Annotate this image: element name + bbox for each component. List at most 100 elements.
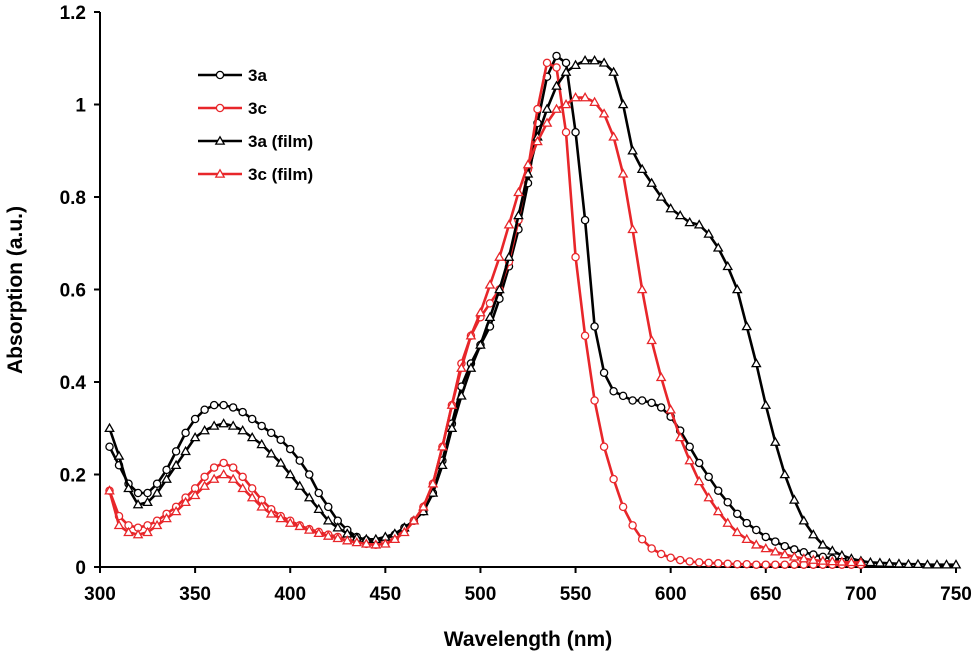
data-point — [647, 544, 656, 553]
data-point — [218, 468, 229, 479]
data-point — [713, 486, 723, 495]
x-ticks: 300 350 400 450 500 550 600 650 700 750 — [84, 567, 972, 605]
data-point — [617, 98, 629, 109]
data-point — [399, 526, 410, 537]
data-point — [313, 503, 325, 513]
data-point — [827, 555, 838, 566]
data-point — [618, 502, 628, 512]
data-point — [257, 421, 266, 431]
data-point — [779, 549, 791, 559]
data-point — [722, 517, 734, 527]
data-point — [219, 400, 228, 410]
data-point — [779, 468, 791, 479]
data-point — [123, 526, 134, 537]
data-point — [200, 405, 209, 414]
data-point — [627, 145, 638, 155]
data-point — [694, 458, 704, 468]
data-point — [275, 457, 287, 467]
data-point — [609, 474, 618, 484]
series-3c — [105, 58, 866, 569]
data-point — [855, 556, 867, 567]
data-point — [143, 488, 152, 498]
x-tick-label: 350 — [179, 584, 211, 605]
data-point — [208, 473, 220, 483]
data-point — [769, 546, 781, 556]
data-point — [151, 487, 163, 497]
data-point — [731, 526, 743, 537]
data-point — [817, 555, 829, 565]
data-point — [742, 559, 752, 569]
data-point — [579, 92, 591, 102]
data-point — [541, 103, 553, 113]
x-tick-label: 600 — [655, 584, 687, 605]
legend-item-3c: 3c — [198, 99, 267, 118]
x-tick-label: 300 — [84, 584, 116, 605]
data-point — [874, 557, 886, 567]
legend-marker — [215, 103, 225, 113]
data-point — [171, 447, 181, 456]
data-point — [694, 558, 704, 567]
x-tick-label: 700 — [845, 584, 877, 605]
data-point — [941, 559, 952, 569]
data-point — [760, 399, 772, 409]
data-point — [752, 560, 761, 569]
data-point — [341, 535, 353, 545]
x-tick-label: 750 — [940, 584, 972, 605]
legend-item-3a-film: 3a (film) — [198, 132, 313, 151]
data-point — [189, 489, 201, 500]
data-point — [761, 532, 771, 542]
data-point — [656, 549, 666, 559]
data-point — [741, 320, 753, 331]
data-point — [360, 538, 372, 548]
data-point — [475, 307, 486, 317]
data-point — [180, 445, 191, 456]
data-point — [570, 92, 581, 102]
data-point — [780, 541, 790, 551]
data-point — [190, 414, 200, 424]
data-point — [628, 521, 637, 530]
data-point — [693, 475, 705, 486]
data-point — [713, 559, 723, 568]
data-point — [665, 203, 676, 213]
y-tick-label: 1.2 — [60, 3, 86, 24]
data-point — [790, 560, 799, 569]
data-point — [276, 435, 285, 445]
data-point — [788, 494, 800, 504]
data-point — [532, 135, 543, 146]
data-point — [827, 545, 838, 555]
data-point — [285, 444, 295, 454]
data-point — [589, 96, 600, 106]
data-point — [893, 558, 905, 568]
data-point — [484, 279, 496, 289]
series-3c-film — [104, 92, 867, 567]
data-point — [552, 63, 561, 72]
legend-item-3a: 3a — [198, 66, 267, 85]
data-point — [132, 529, 144, 539]
x-axis-title: Wavelength (nm) — [444, 628, 612, 651]
data-point — [627, 223, 638, 234]
data-point — [170, 505, 182, 516]
data-point — [322, 530, 334, 540]
data-point — [142, 526, 153, 537]
data-point — [561, 127, 571, 137]
data-point — [552, 51, 561, 61]
data-point — [295, 456, 304, 465]
data-point — [637, 396, 647, 405]
data-point — [446, 422, 458, 433]
data-point — [560, 98, 572, 109]
data-point — [162, 465, 171, 475]
data-point — [475, 339, 486, 349]
data-point — [151, 519, 163, 530]
data-point — [275, 512, 287, 523]
data-point — [265, 508, 277, 518]
data-point — [571, 127, 580, 137]
data-point — [380, 538, 391, 548]
data-point — [618, 391, 628, 401]
data-point — [113, 519, 125, 530]
data-point — [551, 103, 562, 113]
data-point — [542, 58, 552, 68]
series-line-3c — [108, 61, 861, 566]
data-point — [208, 420, 220, 430]
data-point — [931, 559, 943, 569]
